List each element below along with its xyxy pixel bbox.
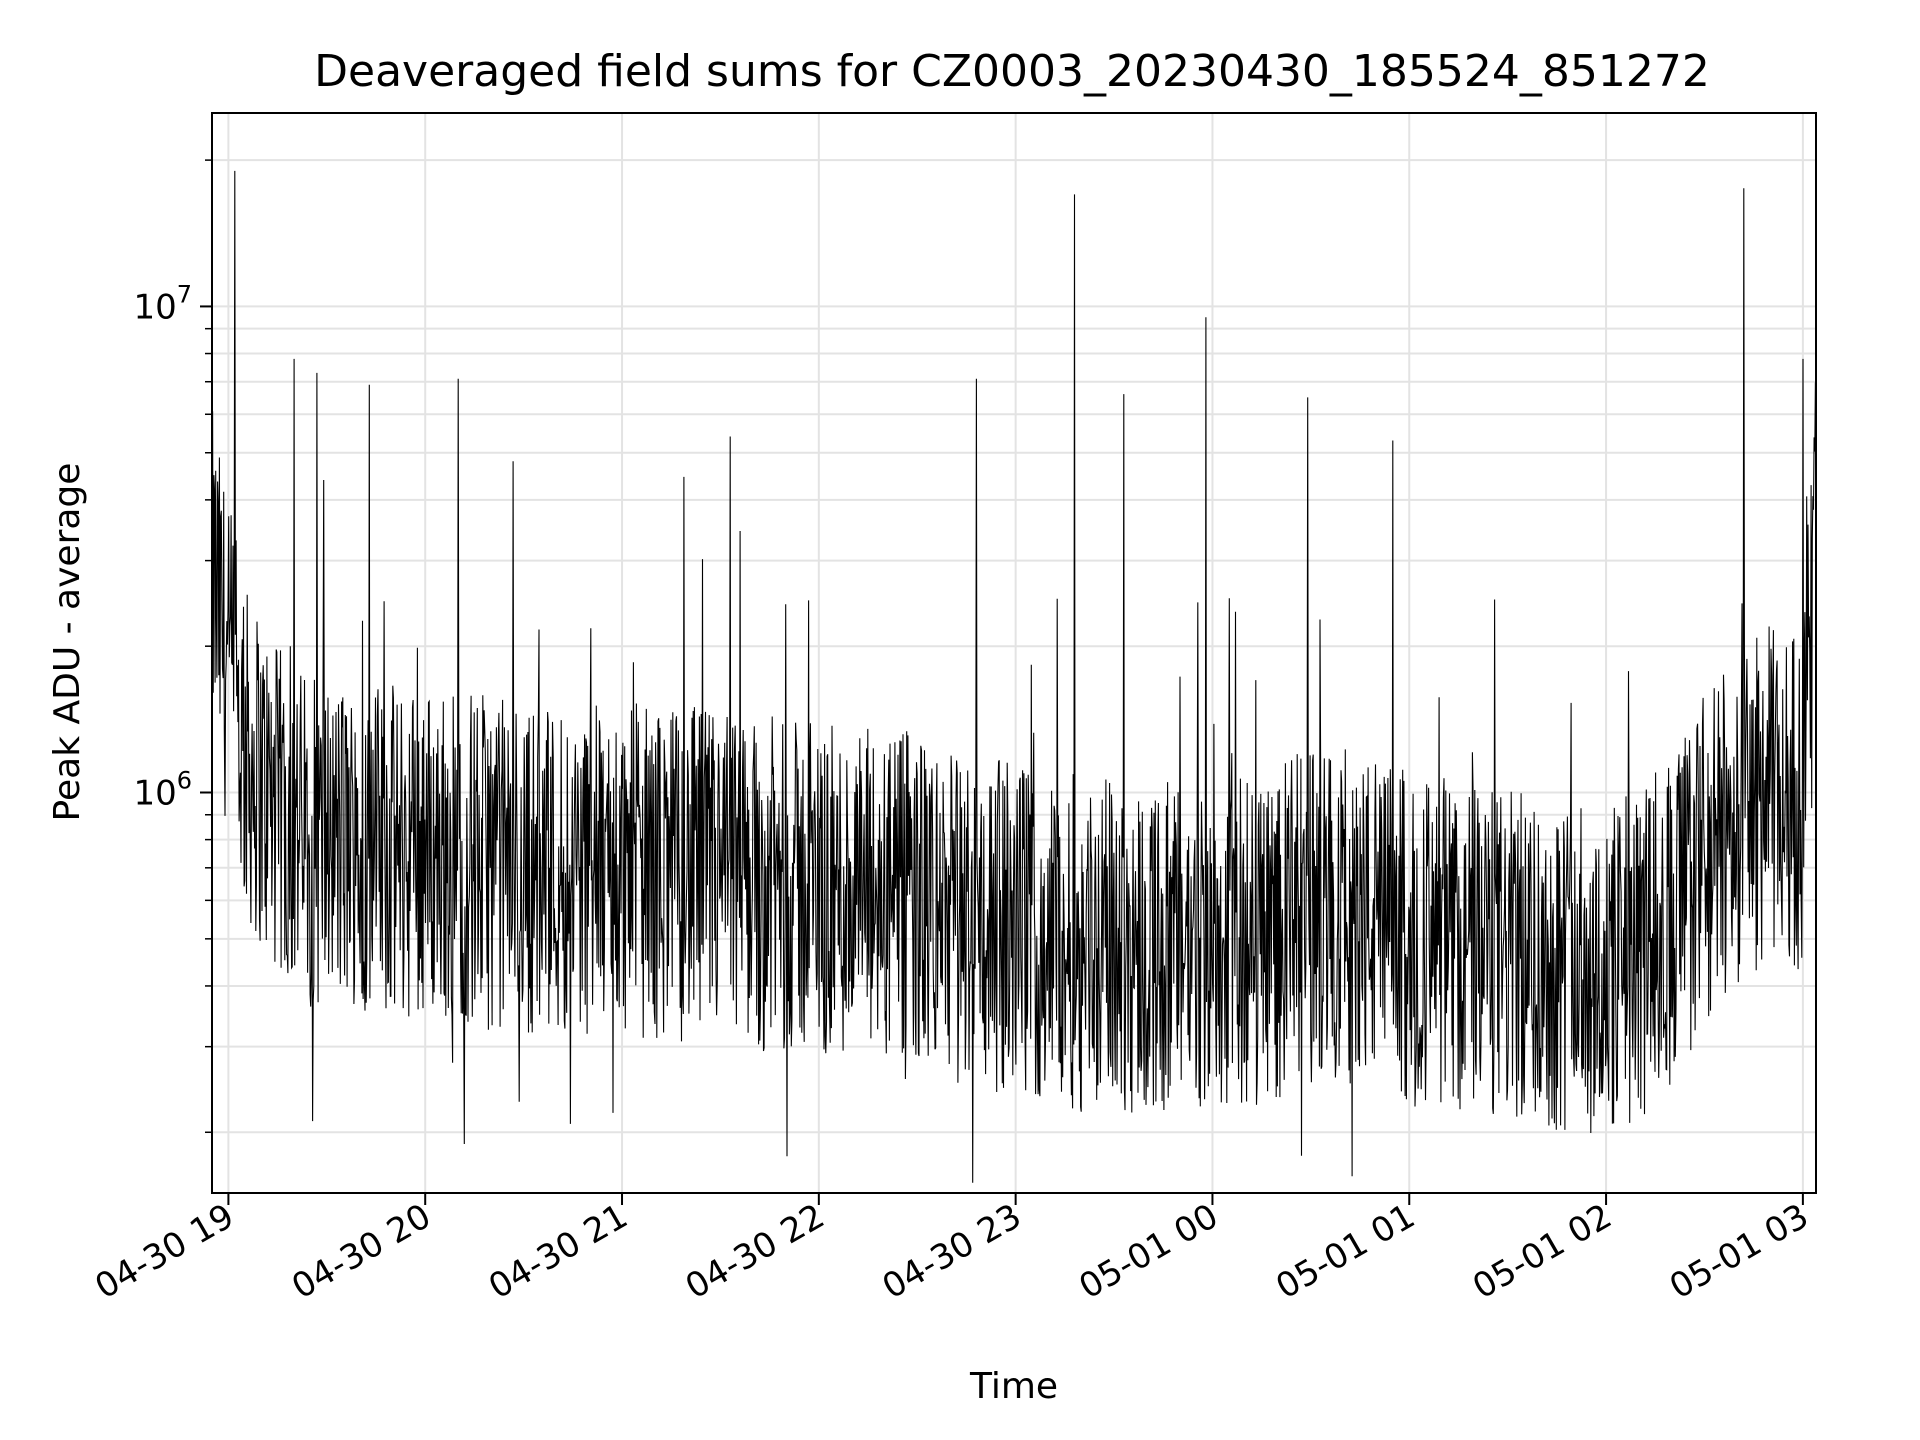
x-axis-label: Time bbox=[969, 1366, 1058, 1407]
y-tick-label: 107 bbox=[133, 280, 192, 327]
series-line bbox=[211, 170, 1817, 1183]
y-tick-exponent: 7 bbox=[177, 280, 192, 308]
axes-frame bbox=[211, 112, 1817, 1194]
y-tick-base: 10 bbox=[133, 287, 176, 327]
y-tick-label: 106 bbox=[133, 767, 192, 814]
y-tick-exponent: 6 bbox=[177, 767, 192, 795]
chart-title: Deaveraged field sums for CZ0003_2023043… bbox=[314, 46, 1710, 97]
y-tick-base: 10 bbox=[133, 774, 176, 814]
plot-area bbox=[211, 170, 1817, 1183]
y-axis-label: Peak ADU - average bbox=[47, 463, 88, 822]
